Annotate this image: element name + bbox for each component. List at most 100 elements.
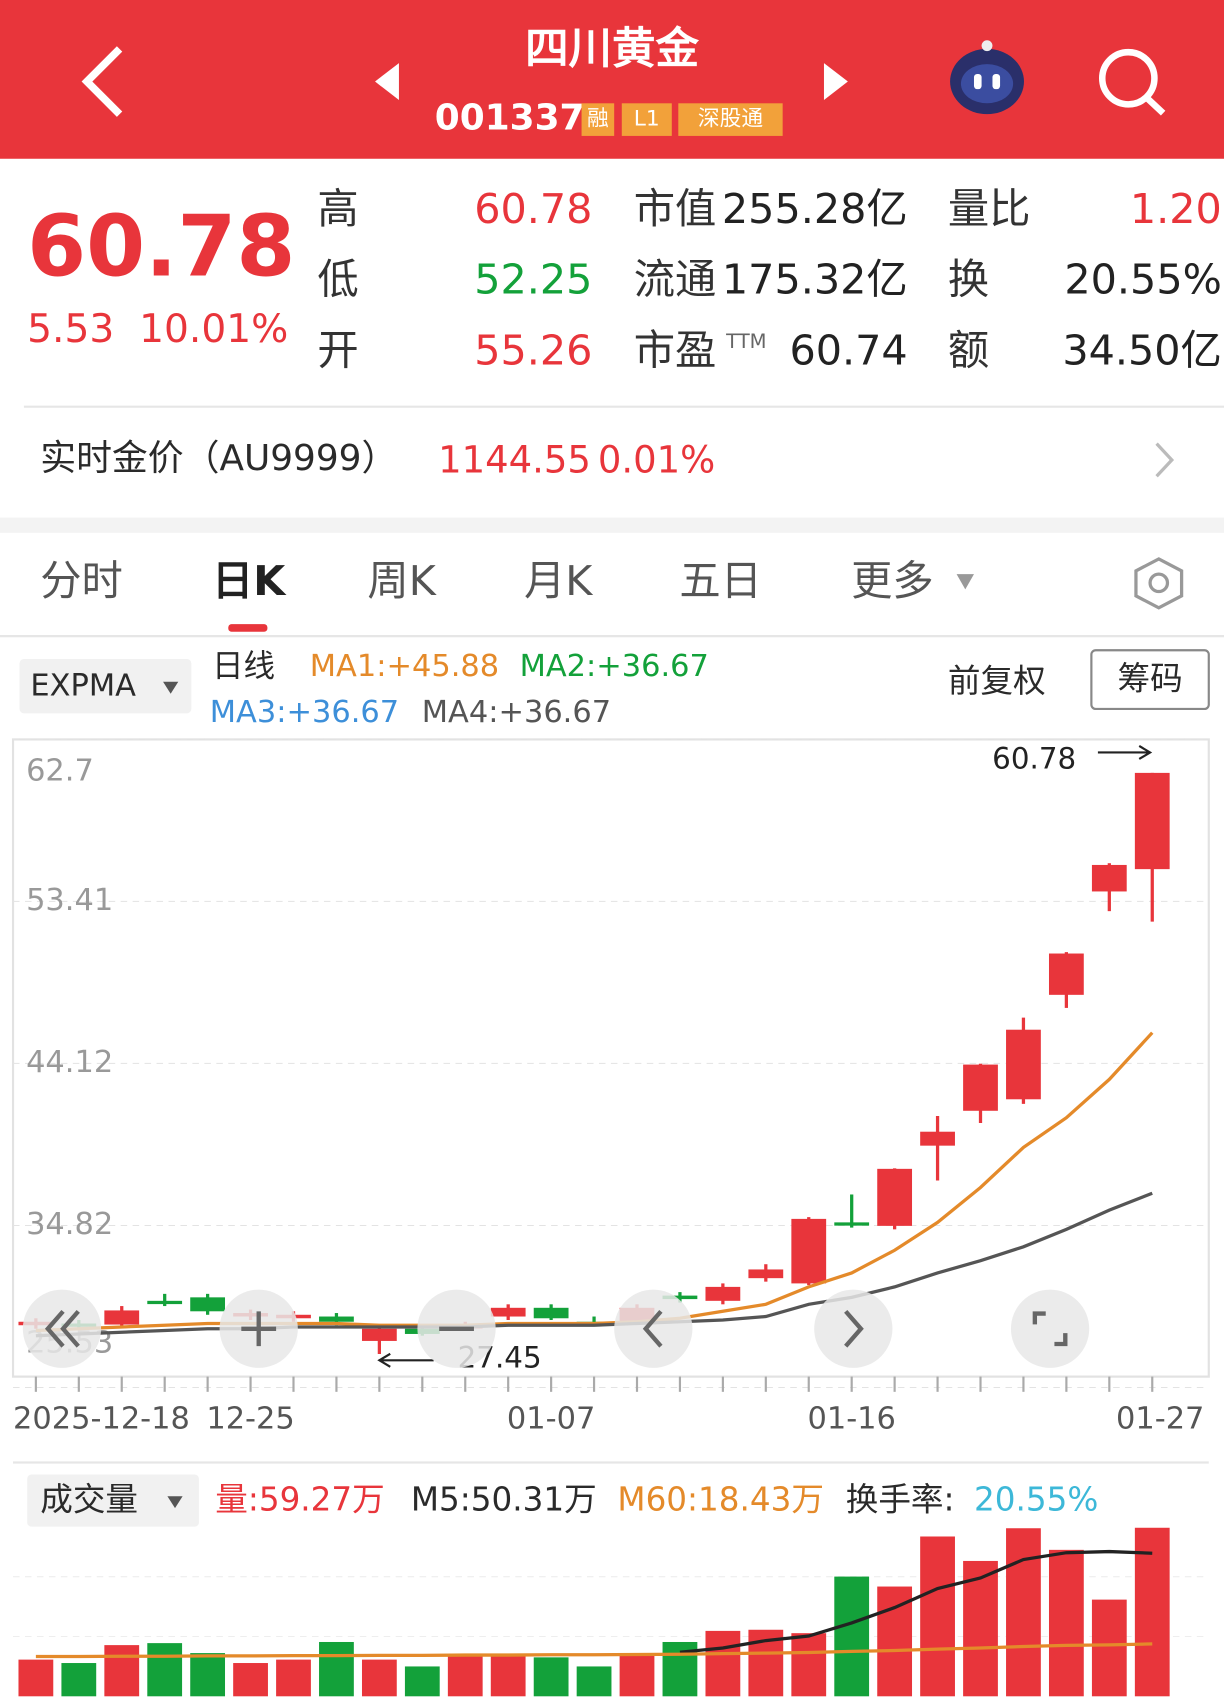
extra-value: 1.20 bbox=[1130, 185, 1222, 233]
candle-body bbox=[920, 1131, 955, 1146]
settings-button[interactable] bbox=[1134, 557, 1184, 610]
gold-more[interactable] bbox=[1155, 442, 1175, 478]
badge-text: 融 bbox=[587, 107, 609, 132]
stat-value: 52.25 bbox=[474, 256, 592, 304]
candle-body bbox=[1091, 864, 1127, 892]
x-tick-label: 2025-12-18 bbox=[13, 1402, 190, 1437]
volume-bar bbox=[834, 1576, 870, 1697]
volume-bar bbox=[233, 1663, 268, 1697]
next-stock[interactable] bbox=[823, 63, 848, 101]
stock-code: 001337 bbox=[435, 98, 585, 139]
extra-label: 额 bbox=[948, 326, 989, 374]
volume-bar bbox=[963, 1560, 998, 1697]
volume-select[interactable] bbox=[27, 1474, 199, 1527]
volume-bar bbox=[190, 1653, 226, 1697]
market-label: 流通 bbox=[634, 256, 717, 304]
volume-bar bbox=[576, 1666, 612, 1697]
candle-body bbox=[877, 1168, 913, 1226]
volume-indicator: 成交量 bbox=[40, 1481, 138, 1519]
candle-body bbox=[791, 1218, 827, 1284]
ma-line bbox=[35, 1191, 1153, 1338]
zoom-in[interactable] bbox=[219, 1289, 298, 1368]
volume-bar bbox=[533, 1657, 569, 1697]
candle-body bbox=[361, 1328, 397, 1341]
market-value: 255.28亿 bbox=[722, 185, 908, 233]
volume-bar bbox=[276, 1659, 311, 1697]
tab[interactable]: 周K bbox=[367, 557, 436, 605]
tab[interactable]: 月K bbox=[524, 557, 593, 605]
candle-body bbox=[147, 1300, 183, 1305]
extra-value: 34.50亿 bbox=[1062, 326, 1222, 374]
tab-indicator bbox=[228, 624, 268, 632]
volume-bar bbox=[705, 1630, 741, 1697]
volume-bar bbox=[18, 1659, 54, 1697]
max-arrow bbox=[1097, 745, 1153, 760]
volume-bar bbox=[490, 1655, 526, 1697]
x-tick-label: 01-27 bbox=[1116, 1402, 1204, 1437]
zoom-out-far[interactable] bbox=[22, 1289, 102, 1368]
candle-body bbox=[1006, 1029, 1041, 1100]
stat-label: 开 bbox=[317, 326, 358, 374]
y-tick-label: 34.82 bbox=[26, 1207, 113, 1242]
last-price: 60.78 bbox=[27, 197, 295, 296]
candle-body bbox=[834, 1222, 870, 1226]
prev-stock[interactable] bbox=[375, 63, 399, 101]
volume-bar bbox=[619, 1655, 655, 1697]
ma-label: MA3:+36.67 bbox=[210, 695, 399, 730]
stat-value: 60.78 bbox=[474, 185, 592, 233]
y-tick-label: 44.12 bbox=[26, 1045, 113, 1080]
tab[interactable]: 五日 bbox=[679, 557, 762, 605]
scroll-left[interactable] bbox=[614, 1289, 693, 1368]
candle-body bbox=[104, 1310, 140, 1325]
badge-text: L1 bbox=[634, 107, 660, 132]
fullscreen[interactable] bbox=[1010, 1289, 1090, 1368]
volume-stat: M5:50.31万 bbox=[411, 1481, 597, 1519]
adjust-mode[interactable]: 前复权 bbox=[948, 662, 1046, 700]
ma-label: MA2:+36.67 bbox=[520, 649, 709, 684]
ma-label: MA1:+45.88 bbox=[310, 649, 499, 684]
volume-bar bbox=[404, 1666, 440, 1697]
y-tick-label: 62.7 bbox=[26, 754, 94, 789]
volume-bar bbox=[1091, 1599, 1127, 1697]
volume-bar bbox=[447, 1654, 483, 1697]
tab[interactable]: 更多 bbox=[851, 557, 934, 605]
volume-bar bbox=[147, 1643, 183, 1697]
candle-body bbox=[319, 1316, 354, 1322]
x-tick-label: 01-16 bbox=[807, 1402, 895, 1437]
gold-label: 实时金价（AU9999） bbox=[40, 438, 397, 479]
price-change-pct: 10.01% bbox=[139, 307, 288, 352]
badge-text: 深股通 bbox=[698, 107, 763, 132]
indicator-select[interactable] bbox=[19, 658, 192, 714]
candle-body bbox=[490, 1307, 526, 1317]
badge bbox=[581, 103, 615, 136]
x-tick-label: 01-07 bbox=[507, 1402, 595, 1437]
extra-label: 量比 bbox=[948, 185, 1031, 233]
x-tick-label: 12-25 bbox=[206, 1402, 294, 1437]
gap bbox=[0, 517, 1224, 533]
turnover-label: 换手率: bbox=[846, 1481, 955, 1519]
candle-body bbox=[1134, 772, 1170, 870]
assistant-icon[interactable] bbox=[950, 40, 1024, 115]
market-value: 60.74 bbox=[789, 326, 907, 374]
tab[interactable]: 日K bbox=[212, 557, 287, 605]
max-label: 60.78 bbox=[992, 741, 1076, 775]
chips-button[interactable] bbox=[1090, 649, 1210, 711]
scroll-right[interactable] bbox=[814, 1289, 893, 1368]
price-change: 5.53 bbox=[27, 307, 114, 352]
stock-name: 四川黄金 bbox=[525, 25, 699, 75]
search-button[interactable] bbox=[1098, 48, 1166, 116]
volume-stat: M60:18.43万 bbox=[617, 1481, 824, 1519]
volume-bar bbox=[791, 1633, 827, 1697]
back-button[interactable] bbox=[81, 46, 123, 117]
ma-line bbox=[35, 1642, 1153, 1659]
zoom-out[interactable] bbox=[417, 1289, 496, 1368]
market-label: 市盈 bbox=[634, 326, 717, 374]
tab[interactable]: 分时 bbox=[40, 557, 123, 605]
turnover-value: 20.55% bbox=[974, 1481, 1098, 1519]
volume-bar bbox=[61, 1663, 97, 1697]
more-arrow bbox=[956, 574, 974, 590]
badge bbox=[621, 103, 672, 136]
indicator-name: EXPMA bbox=[30, 669, 136, 704]
